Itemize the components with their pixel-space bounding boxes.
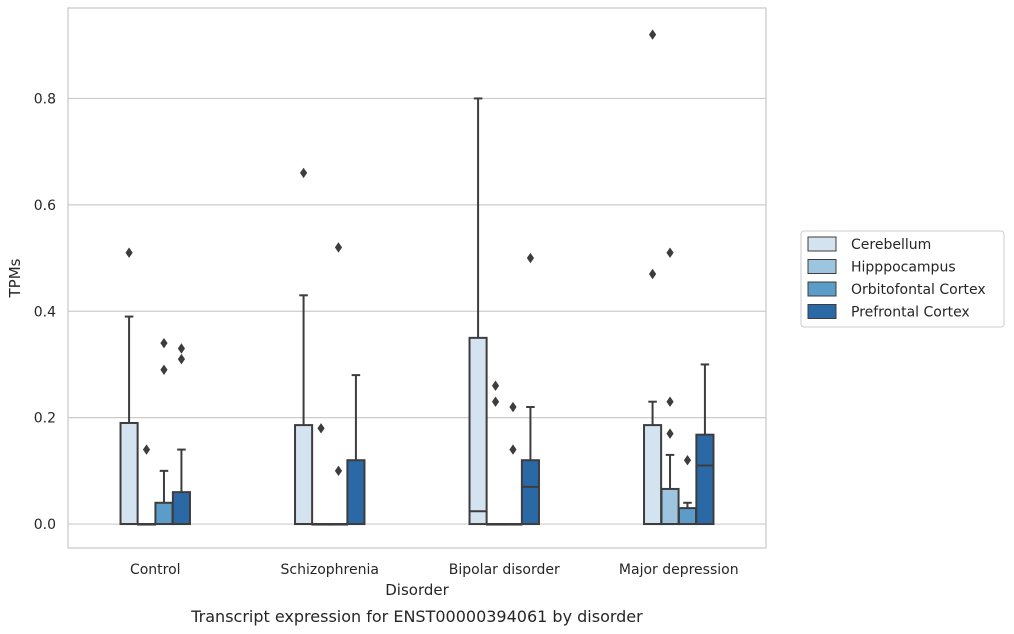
box-plots	[119, 29, 715, 526]
chart-caption: Transcript expression for ENST0000039406…	[190, 607, 643, 626]
legend-swatch	[807, 304, 837, 319]
outlier-point	[683, 455, 692, 466]
outlier-point	[666, 396, 674, 407]
box	[171, 491, 191, 526]
x-tick-label: Control	[130, 562, 181, 578]
box-group	[119, 247, 139, 526]
outlier-point	[648, 29, 657, 40]
legend-label: Hipppocampus	[851, 260, 956, 276]
outlier-point	[177, 343, 186, 354]
box-group	[171, 343, 191, 526]
y-tick-label: 0.2	[34, 411, 56, 427]
outlier-point	[509, 444, 517, 455]
box-group	[294, 167, 314, 526]
outlier-point	[509, 401, 517, 413]
box	[695, 433, 715, 526]
x-tick-label: Major depression	[619, 562, 739, 578]
x-axis-title: Disorder	[385, 581, 449, 599]
y-tick-labels: 0.0 0.2 0.4 0.6 0.8	[34, 91, 56, 533]
legend-frame	[800, 230, 1005, 328]
outlier-point	[299, 167, 308, 179]
outlier-point	[334, 242, 343, 253]
legend-swatch	[807, 236, 837, 252]
box	[294, 424, 314, 526]
legend-label: Prefrontal Cortex	[851, 305, 970, 321]
outlier-point	[142, 444, 151, 455]
box-group	[468, 97, 488, 526]
box-group	[695, 363, 715, 526]
box-group	[154, 337, 174, 526]
outlier-point	[160, 337, 168, 349]
outlier-point	[177, 353, 186, 365]
outlier-point	[317, 423, 325, 434]
y-tick-label: 0.4	[34, 304, 56, 320]
y-tick-label: 0.6	[34, 198, 56, 214]
x-tick-label: Bipolar disorder	[449, 562, 560, 578]
box-group	[346, 374, 366, 526]
outlier-point	[160, 364, 168, 375]
box	[660, 487, 680, 526]
y-tick-label: 0.0	[34, 517, 56, 533]
outlier-point	[666, 247, 674, 258]
box	[468, 336, 488, 526]
outlier-point	[666, 428, 674, 439]
box	[520, 459, 540, 526]
box	[154, 501, 174, 526]
outlier-point	[648, 268, 657, 280]
box	[643, 424, 663, 526]
box	[119, 421, 139, 526]
outlier-point	[125, 247, 133, 258]
legend-label: Cerebellum	[851, 237, 931, 253]
box-group	[520, 252, 540, 526]
box-group	[660, 247, 680, 526]
outlier-point	[526, 252, 535, 264]
y-axis-title: TPMs	[6, 258, 24, 298]
legend: Cerebellum Hipppocampus Orbitofontal Corte…	[800, 230, 1005, 328]
outlier-point	[334, 465, 343, 477]
outlier-point	[491, 380, 500, 391]
x-tick-labels: Control Schizophrenia Bipolar disorder Majo…	[130, 562, 739, 578]
legend-swatch	[807, 259, 837, 274]
box-group	[643, 29, 663, 526]
box	[677, 507, 698, 526]
outlier-point	[491, 396, 500, 407]
box-group	[677, 455, 698, 526]
plot-frame	[67, 7, 767, 549]
legend-label: Orbitofontal Cortex	[851, 282, 986, 298]
y-tick-label: 0.8	[34, 91, 56, 107]
legend-swatch	[807, 281, 837, 297]
x-tick-label: Schizophrenia	[281, 562, 379, 578]
box	[346, 459, 366, 526]
